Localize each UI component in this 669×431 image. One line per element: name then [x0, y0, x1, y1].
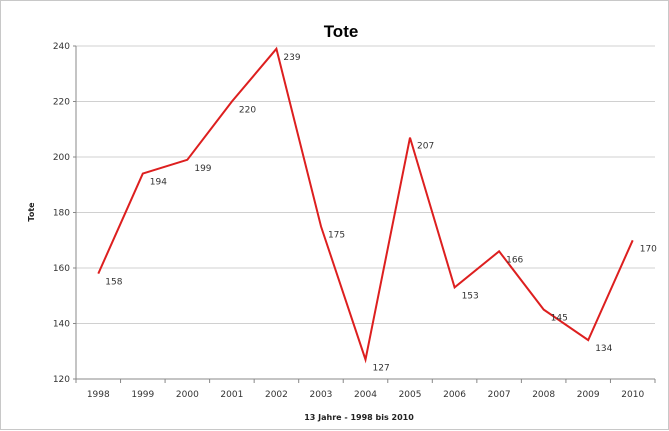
data-label: 239: [283, 53, 300, 63]
gridlines: [76, 45, 655, 324]
x-tick-label: 2006: [443, 390, 466, 400]
data-label: 220: [239, 106, 256, 116]
data-label: 158: [105, 278, 122, 288]
data-label: 153: [462, 291, 479, 301]
y-tick-label: 180: [53, 209, 70, 219]
data-label: 199: [194, 164, 211, 174]
x-tick-labels: 1998 1999 2000 2001 2002 2003 2004 2005 2006 2007…: [75, 379, 656, 400]
y-tick-label: 140: [53, 320, 70, 330]
data-label: 207: [417, 142, 434, 152]
x-tick-label: 1998: [87, 390, 110, 400]
x-tick-label: 2007: [488, 390, 511, 400]
data-label: 194: [150, 178, 167, 188]
x-tick-label: 2004: [354, 390, 377, 400]
data-label: 166: [506, 255, 523, 265]
y-tick-labels: 120 140 160 180 200 220 240: [53, 42, 76, 385]
chart-title: Tote: [324, 22, 359, 41]
x-tick-label: 2002: [265, 390, 288, 400]
data-label: 170: [640, 244, 657, 254]
data-label: 175: [328, 230, 345, 240]
data-label: 127: [373, 364, 390, 374]
y-tick-label: 240: [53, 42, 70, 52]
x-tick-label: 2001: [220, 390, 243, 400]
x-tick-label: 2010: [621, 390, 644, 400]
data-label: 134: [595, 344, 612, 354]
data-label: 145: [551, 314, 568, 324]
x-tick-label: 2003: [310, 390, 333, 400]
x-tick-label: 2009: [577, 390, 600, 400]
y-tick-label: 200: [53, 153, 70, 163]
x-tick-label: 1999: [131, 390, 154, 400]
x-axis-label: 13 Jahre - 1998 bis 2010: [304, 413, 414, 422]
y-axis-label: Tote: [27, 202, 36, 222]
series-line: [97, 46, 634, 364]
y-tick-label: 220: [53, 98, 70, 108]
x-tick-label: 2005: [399, 390, 422, 400]
x-tick-label: 2008: [532, 390, 555, 400]
x-tick-label: 2000: [176, 390, 199, 400]
data-labels: 158 194 199 220 239 175 127 207 153 166 145 134 170: [105, 53, 657, 374]
y-tick-label: 120: [53, 375, 70, 385]
y-tick-label: 160: [53, 264, 70, 274]
